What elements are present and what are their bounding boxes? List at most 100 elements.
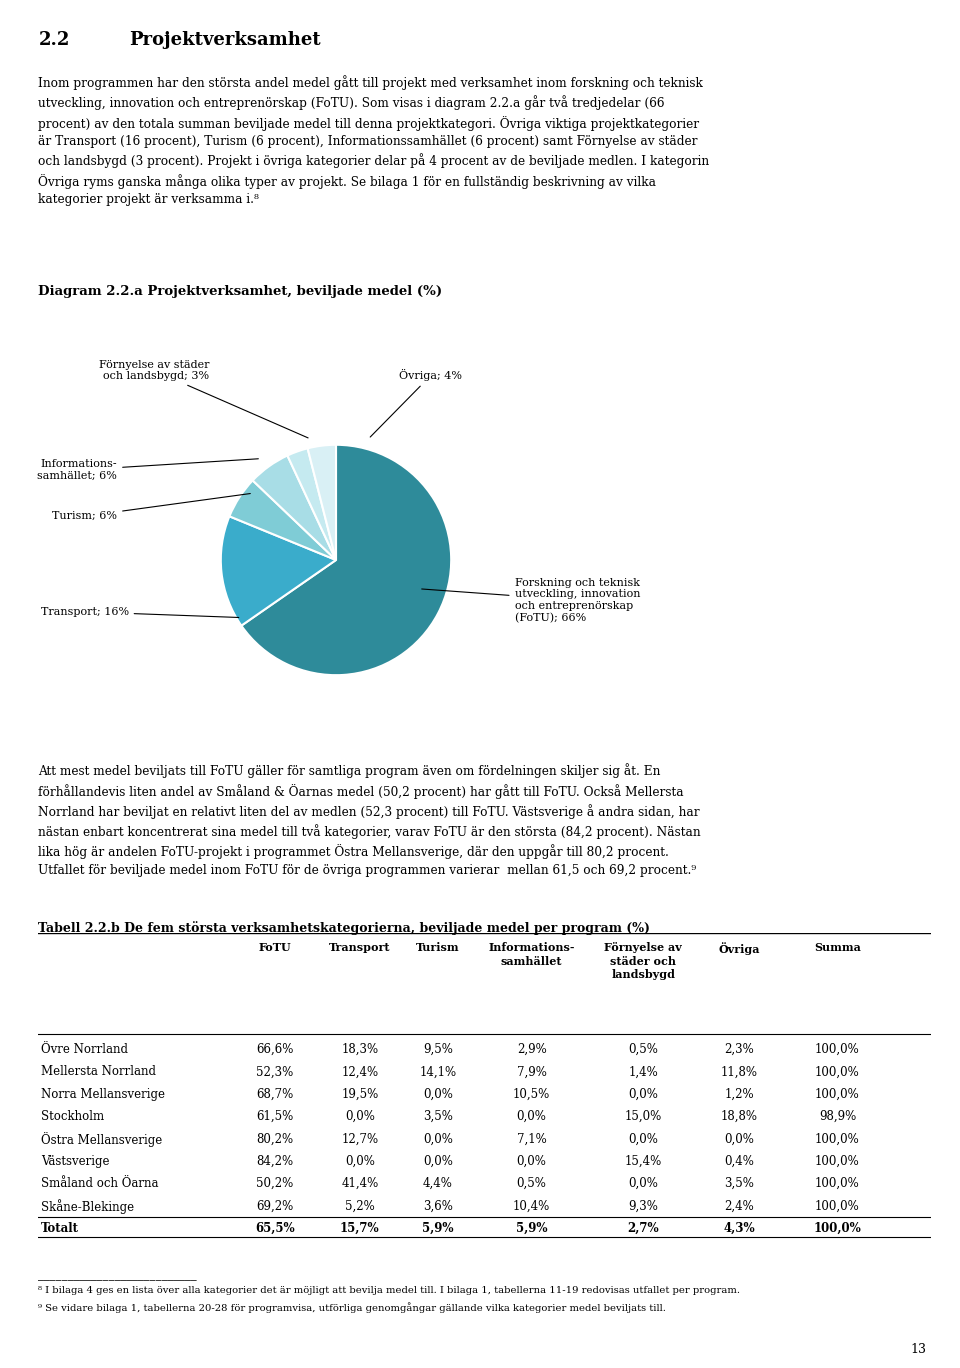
Text: Turism: Turism bbox=[416, 943, 460, 953]
Text: 68,7%: 68,7% bbox=[256, 1088, 294, 1101]
Text: 2,4%: 2,4% bbox=[725, 1200, 755, 1212]
Text: 3,5%: 3,5% bbox=[423, 1109, 453, 1123]
Text: Mellersta Norrland: Mellersta Norrland bbox=[41, 1066, 156, 1078]
Text: 12,7%: 12,7% bbox=[341, 1133, 378, 1145]
Text: 0,0%: 0,0% bbox=[516, 1155, 546, 1168]
Text: 0,0%: 0,0% bbox=[724, 1133, 755, 1145]
Text: ___________________________: ___________________________ bbox=[38, 1268, 197, 1282]
Text: 52,3%: 52,3% bbox=[256, 1066, 294, 1078]
Text: Forskning och teknisk
utveckling, innovation
och entreprenörskap
(FoTU); 66%: Forskning och teknisk utveckling, innova… bbox=[421, 577, 640, 622]
Text: Stockholm: Stockholm bbox=[41, 1109, 105, 1123]
Text: 66,6%: 66,6% bbox=[256, 1044, 294, 1056]
Text: Förnyelse av städer
och landsbygd; 3%: Förnyelse av städer och landsbygd; 3% bbox=[99, 360, 308, 438]
Text: 3,5%: 3,5% bbox=[724, 1176, 755, 1190]
Text: 15,0%: 15,0% bbox=[625, 1109, 661, 1123]
Text: 18,3%: 18,3% bbox=[341, 1044, 378, 1056]
Text: 100,0%: 100,0% bbox=[815, 1044, 860, 1056]
Text: 100,0%: 100,0% bbox=[815, 1155, 860, 1168]
Text: 98,9%: 98,9% bbox=[819, 1109, 856, 1123]
Text: Totalt: Totalt bbox=[41, 1222, 79, 1235]
Text: 100,0%: 100,0% bbox=[815, 1133, 860, 1145]
Text: Turism; 6%: Turism; 6% bbox=[52, 494, 251, 521]
Text: 0,5%: 0,5% bbox=[516, 1176, 546, 1190]
Text: ⁹ Se vidare bilaga 1, tabellerna 20-28 för programvisa, utförliga genomgångar gä: ⁹ Se vidare bilaga 1, tabellerna 20-28 f… bbox=[38, 1302, 666, 1313]
Text: Norra Mellansverige: Norra Mellansverige bbox=[41, 1088, 165, 1101]
Text: 15,4%: 15,4% bbox=[625, 1155, 661, 1168]
Text: 0,0%: 0,0% bbox=[345, 1109, 374, 1123]
Text: 0,0%: 0,0% bbox=[345, 1155, 374, 1168]
Text: Övriga; 4%: Övriga; 4% bbox=[371, 369, 463, 436]
Text: Informations-
samhället; 6%: Informations- samhället; 6% bbox=[37, 458, 258, 482]
Text: Informations-
samhället: Informations- samhället bbox=[489, 943, 575, 967]
Text: 9,3%: 9,3% bbox=[629, 1200, 659, 1212]
Text: 11,8%: 11,8% bbox=[721, 1066, 757, 1078]
Text: 12,4%: 12,4% bbox=[341, 1066, 378, 1078]
Text: ⁸ I bilaga 4 ges en lista över alla kategorier det är möjligt att bevilja medel : ⁸ I bilaga 4 ges en lista över alla kate… bbox=[38, 1286, 740, 1295]
Text: 0,0%: 0,0% bbox=[629, 1133, 659, 1145]
Text: 18,8%: 18,8% bbox=[721, 1109, 757, 1123]
Text: FoTU: FoTU bbox=[258, 943, 291, 953]
Text: 10,4%: 10,4% bbox=[513, 1200, 550, 1212]
Text: Övre Norrland: Övre Norrland bbox=[41, 1044, 128, 1056]
Text: 100,0%: 100,0% bbox=[813, 1222, 861, 1235]
Wedge shape bbox=[229, 480, 336, 560]
Text: 0,4%: 0,4% bbox=[724, 1155, 755, 1168]
Text: 65,5%: 65,5% bbox=[255, 1222, 295, 1235]
Text: 4,4%: 4,4% bbox=[423, 1176, 453, 1190]
Text: 50,2%: 50,2% bbox=[256, 1176, 294, 1190]
Wedge shape bbox=[241, 445, 451, 676]
Text: 100,0%: 100,0% bbox=[815, 1200, 860, 1212]
Wedge shape bbox=[307, 445, 336, 560]
Text: 2,9%: 2,9% bbox=[516, 1044, 546, 1056]
Text: 0,0%: 0,0% bbox=[423, 1155, 453, 1168]
Text: 5,9%: 5,9% bbox=[422, 1222, 454, 1235]
Text: 0,0%: 0,0% bbox=[516, 1109, 546, 1123]
Text: 7,1%: 7,1% bbox=[516, 1133, 546, 1145]
Text: 41,4%: 41,4% bbox=[341, 1176, 378, 1190]
Text: 61,5%: 61,5% bbox=[256, 1109, 294, 1123]
Text: Övriga: Övriga bbox=[718, 943, 760, 955]
Text: 2,7%: 2,7% bbox=[628, 1222, 660, 1235]
Wedge shape bbox=[252, 456, 336, 560]
Text: 10,5%: 10,5% bbox=[513, 1088, 550, 1101]
Text: Tabell 2.2.b De fem största verksamhetskategorierna, beviljade medel per program: Tabell 2.2.b De fem största verksamhetsk… bbox=[38, 921, 651, 934]
Text: 0,0%: 0,0% bbox=[629, 1176, 659, 1190]
Wedge shape bbox=[221, 516, 336, 625]
Text: 4,3%: 4,3% bbox=[724, 1222, 756, 1235]
Text: Transport; 16%: Transport; 16% bbox=[40, 607, 239, 617]
Text: 5,9%: 5,9% bbox=[516, 1222, 547, 1235]
Wedge shape bbox=[287, 449, 336, 560]
Text: Västsverige: Västsverige bbox=[41, 1155, 109, 1168]
Text: 69,2%: 69,2% bbox=[256, 1200, 294, 1212]
Text: 14,1%: 14,1% bbox=[420, 1066, 457, 1078]
Text: 100,0%: 100,0% bbox=[815, 1176, 860, 1190]
Text: 100,0%: 100,0% bbox=[815, 1066, 860, 1078]
Text: 1,4%: 1,4% bbox=[629, 1066, 659, 1078]
Text: 0,0%: 0,0% bbox=[423, 1133, 453, 1145]
Text: Inom programmen har den största andel medel gått till projekt med verksamhet ino: Inom programmen har den största andel me… bbox=[38, 75, 709, 207]
Text: Skåne-Blekinge: Skåne-Blekinge bbox=[41, 1200, 134, 1215]
Text: 0,5%: 0,5% bbox=[629, 1044, 659, 1056]
Text: 84,2%: 84,2% bbox=[256, 1155, 294, 1168]
Text: 3,6%: 3,6% bbox=[423, 1200, 453, 1212]
Text: 13: 13 bbox=[910, 1343, 926, 1357]
Text: 5,2%: 5,2% bbox=[345, 1200, 374, 1212]
Text: 0,0%: 0,0% bbox=[629, 1088, 659, 1101]
Text: Diagram 2.2.a Projektverksamhet, beviljade medel (%): Diagram 2.2.a Projektverksamhet, bevilja… bbox=[38, 285, 443, 298]
Text: 19,5%: 19,5% bbox=[341, 1088, 378, 1101]
Text: 2.2: 2.2 bbox=[38, 31, 70, 49]
Text: 7,9%: 7,9% bbox=[516, 1066, 546, 1078]
Text: 15,7%: 15,7% bbox=[340, 1222, 379, 1235]
Text: 9,5%: 9,5% bbox=[423, 1044, 453, 1056]
Text: Transport: Transport bbox=[329, 943, 391, 953]
Text: Östra Mellansverige: Östra Mellansverige bbox=[41, 1133, 162, 1148]
Text: 80,2%: 80,2% bbox=[256, 1133, 294, 1145]
Text: Förnyelse av
städer och
landsbygd: Förnyelse av städer och landsbygd bbox=[605, 943, 683, 979]
Text: 2,3%: 2,3% bbox=[725, 1044, 755, 1056]
Text: 100,0%: 100,0% bbox=[815, 1088, 860, 1101]
Text: 1,2%: 1,2% bbox=[725, 1088, 754, 1101]
Text: Summa: Summa bbox=[814, 943, 861, 953]
Text: Att mest medel beviljats till FoTU gäller för samtliga program även om fördelnin: Att mest medel beviljats till FoTU gälle… bbox=[38, 763, 701, 877]
Text: Projektverksamhet: Projektverksamhet bbox=[130, 31, 322, 49]
Text: 0,0%: 0,0% bbox=[423, 1088, 453, 1101]
